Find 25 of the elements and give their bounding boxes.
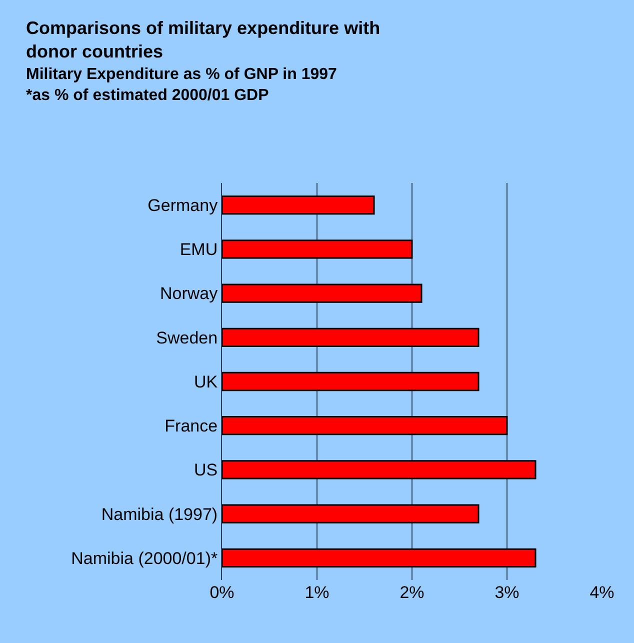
- y-tick-label: Germany: [148, 196, 218, 216]
- x-tick-label: 3%: [494, 583, 520, 602]
- y-tick-label: Norway: [160, 284, 218, 304]
- bar: [222, 460, 536, 480]
- y-tick-label: Namibia (2000/01)*: [71, 548, 218, 568]
- bar: [222, 548, 536, 568]
- bar: [222, 240, 413, 259]
- chart-subtitle: Military Expenditure as % of GNP in 1997 *as % of estimated 2000/01 GDP: [26, 66, 338, 104]
- bar: [222, 328, 480, 347]
- x-tick-label: 2%: [400, 583, 424, 602]
- y-tick-label: UK: [194, 372, 218, 392]
- y-tick-label: EMU: [180, 240, 218, 260]
- y-tick-label: Namibia (1997): [101, 504, 218, 524]
- bar: [222, 284, 422, 303]
- bar: [222, 372, 480, 392]
- bar: [222, 195, 375, 215]
- bar: [222, 416, 508, 436]
- x-tick-label: 0%: [210, 583, 234, 602]
- bar: [222, 504, 480, 524]
- x-tick-label: 4%: [590, 583, 614, 602]
- chart-title: Comparisons of military expenditure with donor countries: [26, 18, 380, 62]
- y-tick-label: France: [164, 416, 218, 436]
- y-tick-label: US: [194, 460, 218, 480]
- x-tick-label: 1%: [304, 583, 330, 602]
- y-tick-label: Sweden: [156, 328, 218, 348]
